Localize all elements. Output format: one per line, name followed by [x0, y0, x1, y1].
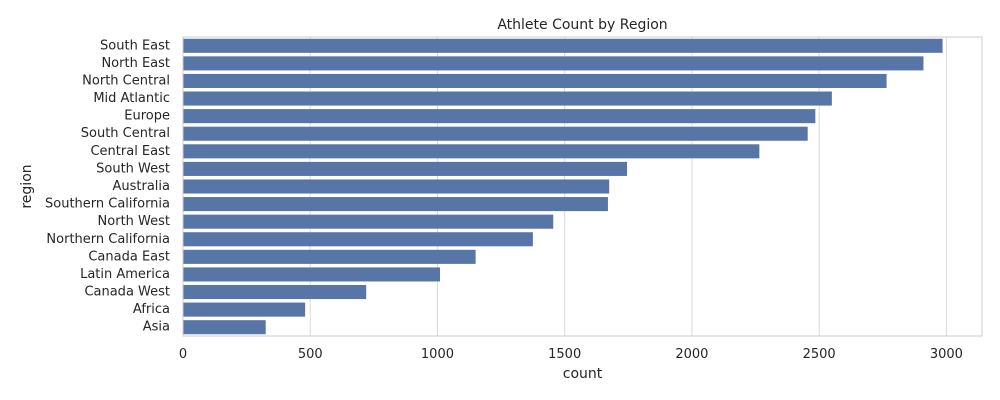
y-tick-label: Latin America	[80, 267, 170, 282]
bar-layer	[183, 38, 943, 335]
y-tick-label: Australia	[112, 179, 170, 194]
bar	[183, 109, 816, 124]
bar	[183, 249, 476, 264]
y-tick-label: Mid Atlantic	[93, 91, 170, 106]
y-axis-label: region	[19, 164, 35, 208]
bar	[183, 302, 306, 317]
y-tick-label: Canada West	[84, 285, 170, 300]
y-tick-label: North West	[98, 214, 170, 229]
y-tick-label: Asia	[143, 320, 170, 335]
chart-title: Athlete Count by Region	[497, 17, 667, 33]
bar	[183, 56, 924, 71]
bar	[183, 126, 808, 141]
x-tick-label: 2500	[803, 347, 836, 362]
y-tick-label: North East	[101, 56, 170, 71]
bar	[183, 232, 533, 247]
bar	[183, 320, 266, 335]
x-tick-label: 500	[298, 347, 323, 362]
bar	[183, 214, 554, 229]
x-tick-label: 3000	[930, 347, 963, 362]
y-tick-label: South West	[96, 161, 170, 176]
plot-frame	[182, 36, 983, 337]
bar	[183, 144, 760, 159]
bar	[183, 161, 628, 176]
bar	[183, 197, 608, 212]
y-tick-label: Africa	[133, 302, 170, 317]
y-tick-labels: South East North East North Central Mid Atl…	[45, 38, 170, 334]
y-tick-label: Northern California	[46, 232, 170, 247]
x-axis-label: count	[563, 366, 603, 382]
bar	[183, 267, 441, 282]
bar	[183, 91, 832, 106]
y-tick-label: South East	[100, 38, 170, 53]
y-tick-label: Europe	[124, 109, 170, 124]
x-tick-label: 1500	[548, 347, 581, 362]
y-tick-label: Central East	[90, 144, 170, 159]
x-tick-label: 2000	[675, 347, 708, 362]
y-tick-label: Canada East	[88, 249, 170, 264]
x-tick-label: 0	[179, 347, 187, 362]
bar	[183, 284, 367, 300]
bar	[183, 179, 610, 194]
y-tick-label: South Central	[81, 126, 170, 141]
x-tick-label: 1000	[421, 347, 454, 362]
y-tick-label: Southern California	[45, 197, 170, 212]
y-tick-label: North Central	[82, 73, 170, 88]
bar	[183, 38, 943, 53]
x-tick-labels: 0 500 1000 1500 2000 2500 3000	[179, 347, 963, 362]
bar	[183, 73, 887, 89]
